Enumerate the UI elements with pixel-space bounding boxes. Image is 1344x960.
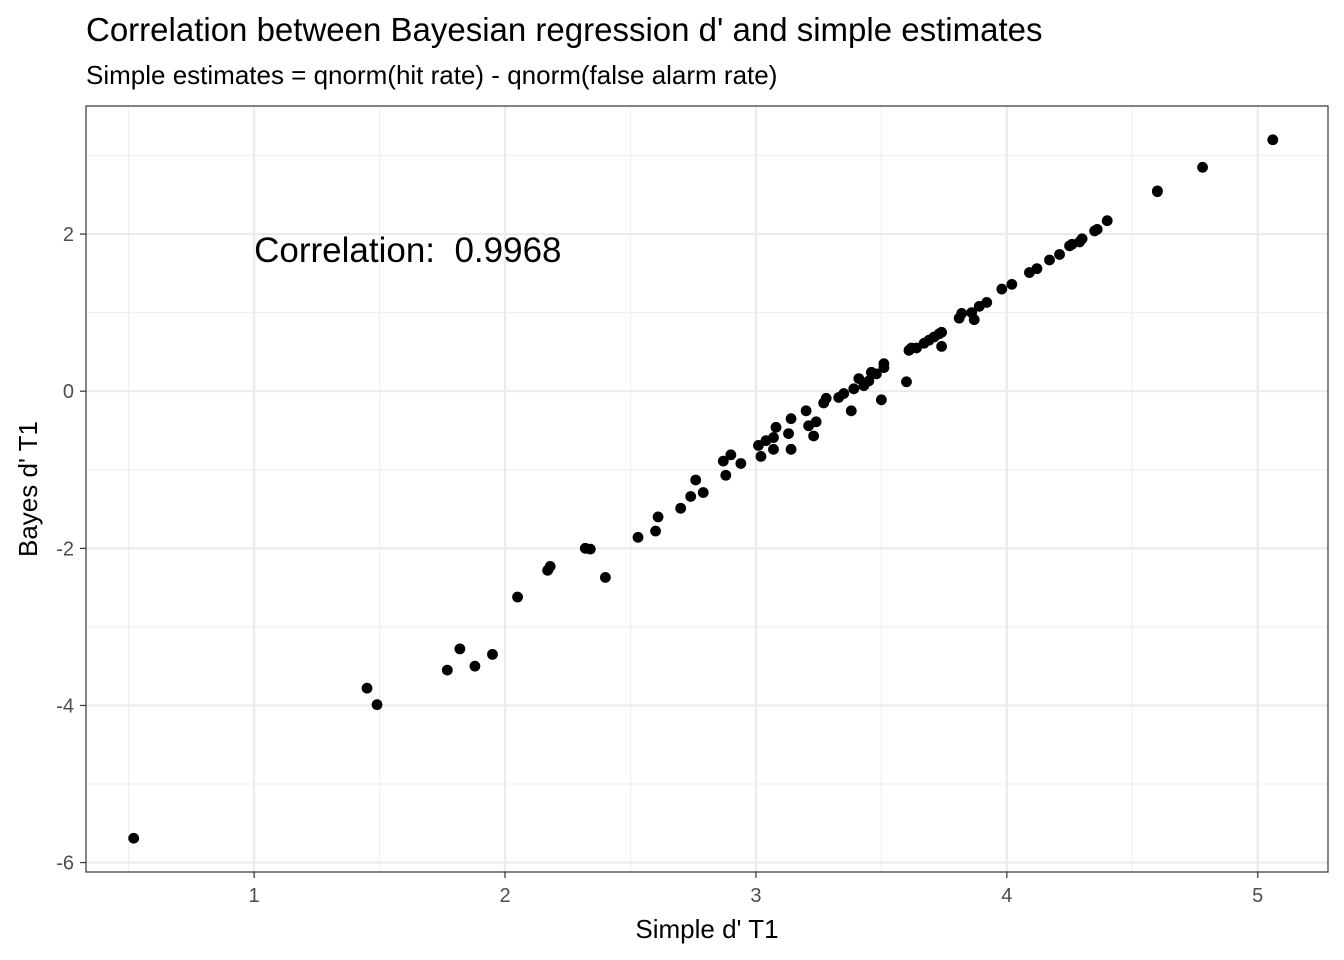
data-point [361, 682, 373, 694]
data-point [371, 699, 383, 711]
data-point [820, 392, 832, 404]
data-point [725, 449, 737, 461]
data-point [1044, 254, 1055, 266]
data-point [848, 383, 860, 395]
data-point [870, 368, 882, 380]
data-point [785, 413, 797, 425]
x-tick-label: 3 [750, 885, 761, 907]
data-point [487, 648, 498, 660]
x-axis-title: Simple d' T1 [635, 914, 778, 944]
data-point [875, 394, 887, 406]
data-point [697, 487, 709, 498]
data-point [845, 405, 857, 417]
data-point [808, 430, 820, 442]
y-tick-label: -4 [56, 695, 74, 717]
data-point [469, 660, 481, 672]
x-axis-ticks: 1 2 3 4 5 [249, 872, 1263, 907]
data-point [650, 525, 661, 537]
y-tick-label: -2 [56, 538, 74, 560]
data-point [454, 643, 466, 655]
data-point [981, 297, 993, 308]
data-point [768, 443, 779, 455]
data-point [755, 450, 767, 462]
chart-subtitle: Simple estimates = qnorm(hit rate) - qno… [86, 60, 777, 90]
data-points [128, 134, 1279, 844]
x-tick-label: 4 [1001, 885, 1012, 907]
data-point [863, 375, 875, 387]
data-point [996, 283, 1008, 295]
chart-title: Correlation between Bayesian regression … [86, 11, 1042, 48]
data-point [1031, 263, 1043, 275]
y-axis-title: Bayes d' T1 [13, 421, 43, 557]
data-point [735, 458, 747, 469]
data-point [1006, 278, 1018, 290]
y-tick-label: 0 [63, 381, 74, 403]
data-point [1101, 215, 1113, 227]
data-point [770, 421, 782, 433]
data-point [512, 591, 523, 603]
data-point [685, 491, 697, 502]
data-point [1267, 134, 1279, 146]
data-point [720, 469, 732, 481]
data-point [936, 326, 947, 338]
x-tick-label: 1 [249, 885, 260, 907]
plot-border [85, 105, 1329, 873]
data-point [128, 832, 140, 844]
data-point [1091, 223, 1103, 235]
x-tick-label: 5 [1252, 885, 1263, 907]
data-point [584, 543, 596, 555]
data-point [800, 405, 812, 417]
data-point [785, 443, 797, 455]
data-point [599, 571, 611, 583]
y-tick-label: 2 [63, 224, 74, 246]
data-point [956, 308, 968, 319]
data-point [783, 428, 794, 440]
data-point [810, 416, 822, 428]
data-point [768, 432, 779, 443]
data-point [838, 388, 850, 399]
data-point [544, 560, 556, 572]
data-point [1054, 249, 1065, 260]
correlation-annotation: Correlation: 0.9968 [254, 231, 561, 270]
data-point [1076, 233, 1088, 245]
grid-lines [86, 106, 1328, 872]
data-point [690, 474, 702, 486]
data-point [717, 455, 729, 467]
y-tick-label: -6 [56, 853, 74, 875]
data-point [1151, 185, 1163, 197]
data-point [652, 511, 664, 523]
x-tick-label: 2 [499, 885, 510, 907]
data-point [1197, 161, 1208, 173]
data-point [936, 341, 947, 352]
data-point [632, 531, 644, 543]
data-point [878, 358, 890, 370]
data-point [968, 314, 980, 326]
data-point [675, 502, 687, 514]
data-point [441, 664, 453, 676]
data-point [901, 376, 912, 388]
y-axis-ticks: -6 -4 -2 0 2 [56, 224, 86, 875]
